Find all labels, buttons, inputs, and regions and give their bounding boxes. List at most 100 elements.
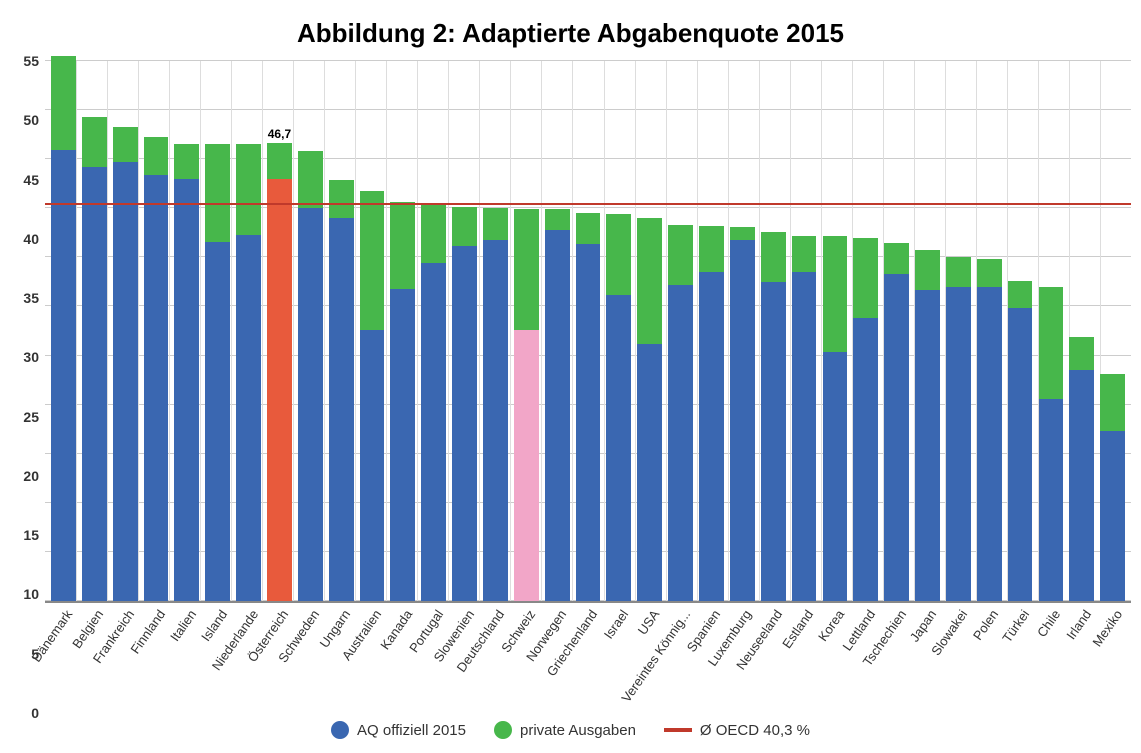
bar-slot — [697, 61, 726, 601]
bar-segment-primary — [298, 208, 323, 601]
bar-segment-primary — [329, 218, 354, 601]
x-slot: Korea — [820, 603, 849, 713]
bar-segment-private — [298, 151, 323, 208]
bar-segment-private — [452, 207, 477, 245]
bar — [668, 225, 693, 601]
y-tick: 35 — [23, 290, 39, 306]
bar — [977, 259, 1002, 601]
bar-annotation: 46,7 — [268, 127, 291, 141]
x-slot: Neuseeland — [759, 603, 788, 713]
bar — [514, 209, 539, 601]
x-slot: Deutschland — [481, 603, 510, 713]
x-slot: Irland — [1067, 603, 1096, 713]
bar — [946, 257, 971, 601]
bar-segment-primary — [267, 179, 292, 601]
bar — [483, 208, 508, 601]
legend-swatch-circle — [331, 721, 349, 739]
bar-slot — [666, 61, 695, 601]
bar — [113, 127, 138, 601]
gridline-v — [386, 61, 387, 601]
reference-line — [45, 203, 1131, 205]
bar-slot — [296, 61, 325, 601]
bar-segment-private — [699, 226, 724, 272]
x-slot: Griechenland — [574, 603, 603, 713]
x-slot: Italien — [172, 603, 201, 713]
chart-container: Abbildung 2: Adaptierte Abgabenquote 201… — [10, 10, 1131, 743]
bar-segment-private — [637, 218, 662, 344]
y-tick: 40 — [23, 231, 39, 247]
bar-slot — [759, 61, 788, 601]
bar — [637, 218, 662, 601]
x-axis-label: Italien — [167, 607, 199, 644]
bar-segment-private — [236, 144, 261, 234]
bar — [267, 143, 292, 602]
bar-segment-primary — [946, 287, 971, 601]
bar-segment-private — [977, 259, 1002, 286]
bar-slot — [512, 61, 541, 601]
bar-slot — [1098, 61, 1127, 601]
plot-outer: 46,7 DänemarkBelgienFrankreichFinnlandIt… — [45, 61, 1131, 713]
bar-segment-private — [730, 227, 755, 240]
legend-item: AQ offiziell 2015 — [331, 721, 466, 739]
x-slot: Dänemark — [49, 603, 78, 713]
x-axis-label: USA — [634, 607, 662, 638]
bar — [421, 204, 446, 601]
x-axis-label: Irland — [1063, 607, 1094, 642]
bar — [730, 227, 755, 601]
bar-segment-primary — [576, 244, 601, 601]
bar-segment-private — [421, 204, 446, 263]
x-slot: Kanada — [388, 603, 417, 713]
bar-slot — [728, 61, 757, 601]
y-axis: 0510152025303540455055 — [10, 61, 45, 713]
x-slot: Schweden — [296, 603, 325, 713]
y-tick: 20 — [23, 468, 39, 484]
y-tick: 45 — [23, 172, 39, 188]
bar-segment-primary — [699, 272, 724, 601]
bar-segment-private — [267, 143, 292, 179]
bar — [699, 226, 724, 601]
bar-slot — [543, 61, 572, 601]
legend-swatch-line — [664, 728, 692, 732]
x-slot: Mexiko — [1098, 603, 1127, 713]
bar-segment-primary — [977, 287, 1002, 601]
bar-segment-primary — [1069, 370, 1094, 601]
bar-segment-primary — [236, 235, 261, 601]
bar — [360, 191, 385, 601]
bar-segment-primary — [174, 179, 199, 601]
bar — [236, 144, 261, 601]
bar — [82, 117, 107, 601]
bar — [1100, 374, 1125, 601]
bar-segment-primary — [205, 242, 230, 601]
bar — [823, 236, 848, 601]
x-axis-label: Türkei — [999, 607, 1032, 645]
bar-segment-primary — [421, 263, 446, 601]
bar-segment-private — [1039, 287, 1064, 399]
x-slot: Vereintes Könnig... — [666, 603, 695, 713]
legend-item: private Ausgaben — [494, 721, 636, 739]
bar-segment-private — [946, 257, 971, 286]
bar — [853, 238, 878, 601]
bar-segment-private — [1100, 374, 1125, 431]
bar — [606, 214, 631, 601]
bar-segment-primary — [82, 167, 107, 601]
bar-slot — [481, 61, 510, 601]
bar-segment-private — [1008, 281, 1033, 308]
bar-slot — [574, 61, 603, 601]
bar-slot — [790, 61, 819, 601]
bar-segment-private — [144, 137, 169, 175]
bar-slot — [234, 61, 263, 601]
bar-segment-private — [360, 191, 385, 330]
bar-segment-primary — [792, 272, 817, 601]
bar-slot — [172, 61, 201, 601]
legend-item: Ø OECD 40,3 % — [664, 722, 810, 739]
bar-segment-primary — [51, 150, 76, 601]
x-slot: Polen — [975, 603, 1004, 713]
bar — [576, 213, 601, 601]
bar-slot — [80, 61, 109, 601]
x-slot: Tschechien — [882, 603, 911, 713]
x-slot: Estland — [790, 603, 819, 713]
bar-segment-primary — [884, 274, 909, 601]
bar-slot — [1006, 61, 1035, 601]
bar — [452, 207, 477, 601]
x-slot: Finnland — [142, 603, 171, 713]
